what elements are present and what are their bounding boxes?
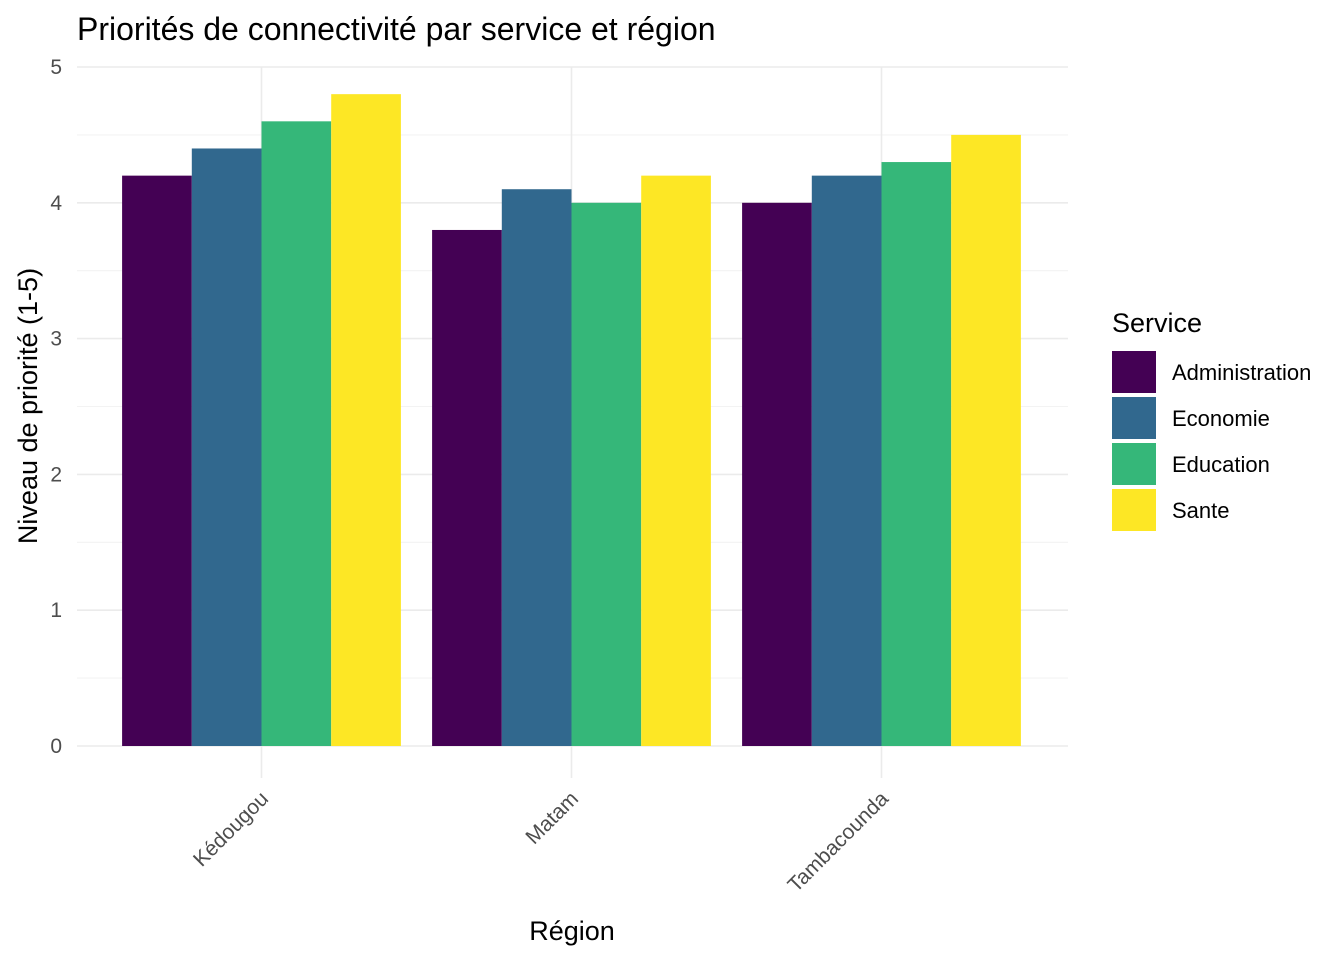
legend-title: Service xyxy=(1112,308,1202,338)
bar xyxy=(742,202,812,747)
y-tick-label: 0 xyxy=(50,735,62,758)
bars xyxy=(122,94,1021,747)
bar xyxy=(331,94,401,746)
bar xyxy=(501,189,572,747)
bar xyxy=(122,175,192,746)
chart-title: Priorités de connectivité par service et… xyxy=(77,11,716,47)
legend-key xyxy=(1112,397,1156,439)
y-axis-title: Niveau de priorité (1-5) xyxy=(13,268,43,544)
y-axis-ticks: 0 1 2 3 4 5 xyxy=(50,56,62,758)
legend-key xyxy=(1112,489,1156,531)
legend: Service Administration Economie Education S… xyxy=(1112,308,1311,531)
bar xyxy=(951,134,1021,746)
legend-label: Economie xyxy=(1172,406,1270,431)
bar xyxy=(811,175,882,746)
bar xyxy=(261,121,332,746)
x-axis-ticks: Kédougou Matam Tambacounda xyxy=(189,787,893,897)
x-axis-title: Région xyxy=(529,916,615,946)
bar xyxy=(432,229,502,746)
legend-label: Education xyxy=(1172,452,1270,477)
y-tick-label: 4 xyxy=(50,192,62,215)
y-tick-label: 2 xyxy=(50,463,62,486)
bar xyxy=(641,175,711,746)
y-tick-label: 3 xyxy=(50,328,62,351)
bar xyxy=(881,162,952,746)
bar xyxy=(191,148,262,747)
legend-key xyxy=(1112,351,1156,393)
x-tick-label: Kédougou xyxy=(189,787,273,871)
y-tick-label: 1 xyxy=(50,599,62,622)
y-tick-label: 5 xyxy=(50,56,62,79)
x-tick-label: Tambacounda xyxy=(783,787,893,897)
legend-key xyxy=(1112,443,1156,485)
bar xyxy=(571,202,642,747)
legend-label: Administration xyxy=(1172,360,1311,385)
x-tick-label: Matam xyxy=(521,787,583,849)
legend-label: Sante xyxy=(1172,498,1230,523)
